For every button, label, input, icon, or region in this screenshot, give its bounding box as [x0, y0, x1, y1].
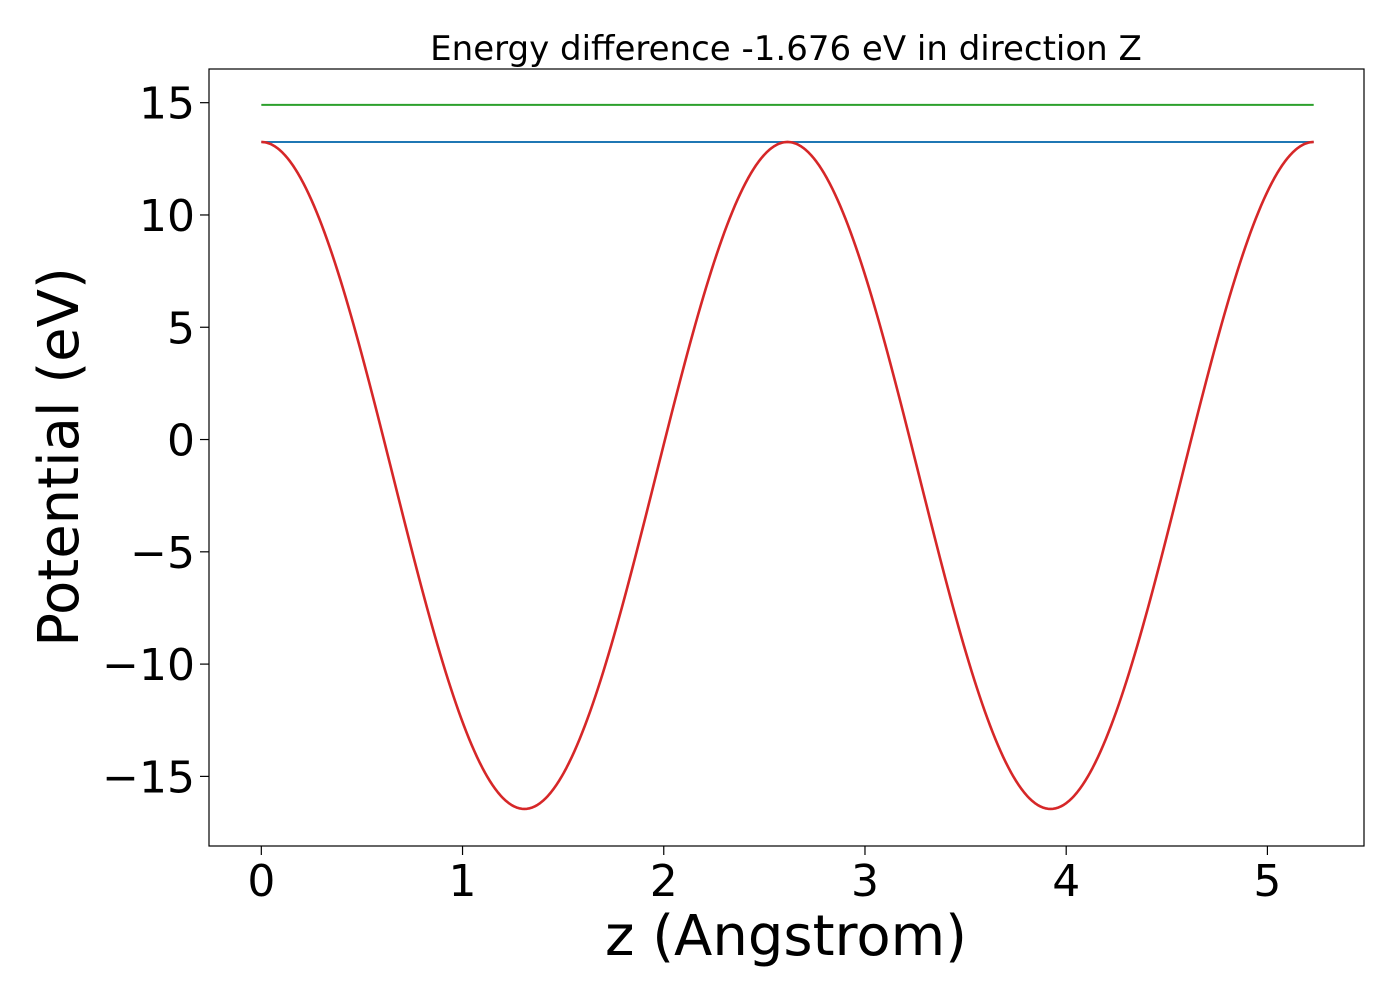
chart-title: Energy difference -1.676 eV in direction… — [430, 29, 1142, 69]
y-axis-title: Potential (eV) — [27, 267, 92, 647]
y-tick-label: −10 — [102, 640, 195, 691]
x-tick-label: 0 — [247, 856, 275, 907]
y-tick-label: −15 — [102, 752, 195, 803]
y-tick-label: −5 — [130, 528, 195, 579]
y-tick-label: 10 — [139, 191, 195, 242]
plot-frame — [208, 68, 1365, 847]
x-axis-title: z (Angstrom) — [605, 904, 967, 969]
y-axis-ticks: 15 10 5 0 −5 −10 −15 — [102, 79, 209, 803]
x-axis-ticks: 0 1 2 3 4 5 — [247, 846, 1281, 907]
y-tick-label: 5 — [167, 303, 195, 354]
x-tick-label: 3 — [851, 856, 879, 907]
x-tick-label: 5 — [1253, 856, 1281, 907]
y-tick-label: 15 — [139, 79, 195, 130]
plot-lines — [261, 103, 1314, 811]
x-tick-label: 2 — [650, 856, 678, 907]
x-tick-label: 1 — [449, 856, 477, 907]
series-line-3 — [261, 140, 1314, 811]
x-tick-label: 4 — [1052, 856, 1080, 907]
y-tick-label: 0 — [167, 416, 195, 467]
